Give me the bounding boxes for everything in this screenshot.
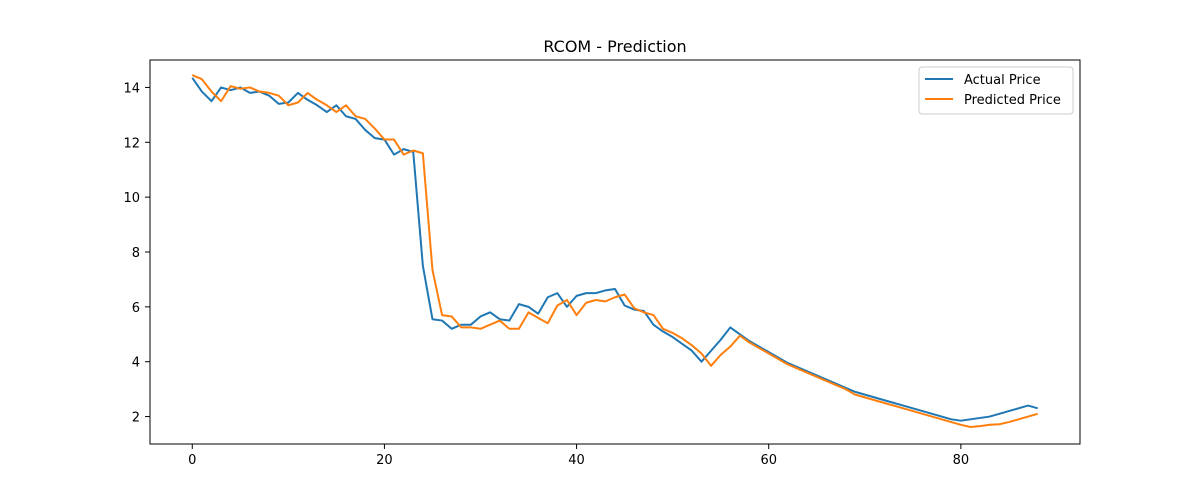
- x-axis: 0 20 40 60 80: [188, 444, 969, 468]
- chart-title: RCOM - Prediction: [543, 37, 686, 56]
- series-line-predicted-price: [191, 74, 1039, 428]
- x-tick-label: 40: [568, 453, 585, 468]
- series-line-actual-price: [191, 77, 1039, 422]
- legend-box: [918, 66, 1074, 115]
- x-tick-label: 0: [188, 453, 196, 468]
- y-tick-label: 2: [132, 411, 140, 426]
- y-tick-label: 8: [132, 246, 140, 261]
- y-axis: 2 4 6 8 10 12 14: [123, 81, 150, 426]
- y-tick-label: 12: [123, 136, 140, 151]
- y-tick-label: 10: [123, 191, 140, 206]
- x-tick-label: 80: [953, 453, 970, 468]
- x-tick-label: 20: [376, 453, 393, 468]
- legend: Actual Price Predicted Price: [918, 66, 1074, 115]
- y-tick-label: 4: [132, 356, 140, 371]
- series-lines: [191, 74, 1039, 428]
- y-tick-label: 14: [123, 81, 140, 96]
- legend-label-predicted-price: Predicted Price: [964, 93, 1061, 108]
- y-tick-label: 6: [132, 301, 140, 316]
- legend-label-actual-price: Actual Price: [964, 73, 1041, 88]
- x-tick-label: 60: [760, 453, 777, 468]
